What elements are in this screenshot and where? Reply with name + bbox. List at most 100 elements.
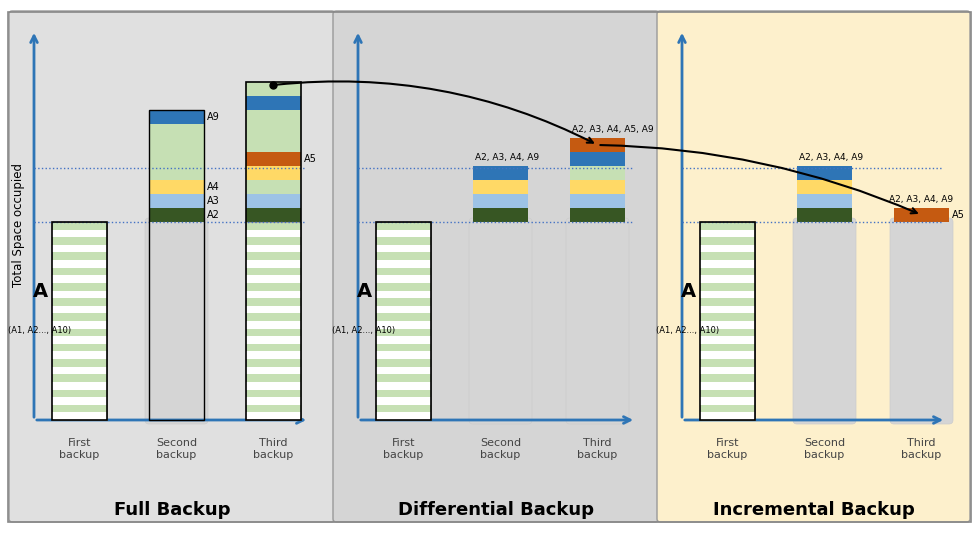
- Bar: [569, 180, 624, 194]
- Bar: [796, 194, 851, 208]
- Text: Third
backup: Third backup: [577, 438, 617, 459]
- Bar: [699, 222, 754, 420]
- Bar: [376, 260, 430, 268]
- Bar: [245, 124, 300, 138]
- Text: (A1, A2..., A10): (A1, A2..., A10): [333, 326, 395, 335]
- Text: A: A: [32, 282, 48, 301]
- Bar: [569, 138, 624, 152]
- Bar: [149, 138, 203, 152]
- Text: Second
backup: Second backup: [803, 438, 844, 459]
- Bar: [796, 208, 851, 222]
- Bar: [149, 180, 203, 194]
- Bar: [699, 275, 754, 283]
- Bar: [245, 413, 300, 420]
- Bar: [376, 245, 430, 252]
- Bar: [569, 208, 624, 222]
- Text: (A1, A2..., A10): (A1, A2..., A10): [9, 326, 71, 335]
- Text: First
backup: First backup: [707, 438, 747, 459]
- Bar: [149, 194, 203, 208]
- Bar: [376, 367, 430, 374]
- Bar: [376, 352, 430, 359]
- Bar: [52, 222, 107, 420]
- FancyBboxPatch shape: [145, 218, 207, 424]
- Bar: [245, 397, 300, 405]
- Bar: [245, 82, 300, 420]
- Text: Third
backup: Third backup: [253, 438, 293, 459]
- Bar: [245, 208, 300, 222]
- FancyBboxPatch shape: [792, 218, 855, 424]
- Bar: [796, 166, 851, 180]
- Bar: [149, 110, 203, 420]
- Bar: [893, 208, 948, 222]
- FancyBboxPatch shape: [333, 11, 658, 522]
- Bar: [52, 321, 107, 329]
- Bar: [245, 290, 300, 298]
- Bar: [52, 413, 107, 420]
- Bar: [245, 222, 300, 420]
- Bar: [52, 245, 107, 252]
- Bar: [52, 336, 107, 344]
- Bar: [376, 397, 430, 405]
- Bar: [699, 290, 754, 298]
- Bar: [699, 245, 754, 252]
- Bar: [52, 306, 107, 313]
- Text: A5: A5: [304, 154, 317, 164]
- Bar: [245, 260, 300, 268]
- Text: (A1, A2..., A10): (A1, A2..., A10): [656, 326, 719, 335]
- Bar: [569, 166, 624, 180]
- Bar: [376, 321, 430, 329]
- Bar: [245, 96, 300, 110]
- Bar: [699, 306, 754, 313]
- Bar: [149, 124, 203, 138]
- Bar: [699, 260, 754, 268]
- Text: A2, A3, A4, A9: A2, A3, A4, A9: [798, 153, 863, 162]
- Bar: [472, 166, 527, 180]
- Bar: [699, 367, 754, 374]
- Text: First
backup: First backup: [383, 438, 423, 459]
- Text: A9: A9: [206, 112, 219, 122]
- Text: Second
backup: Second backup: [479, 438, 520, 459]
- Bar: [376, 222, 430, 420]
- Bar: [245, 382, 300, 390]
- FancyBboxPatch shape: [889, 218, 952, 424]
- Bar: [245, 229, 300, 237]
- Bar: [699, 352, 754, 359]
- Text: A: A: [356, 282, 372, 301]
- Text: First
backup: First backup: [60, 438, 100, 459]
- Text: A2, A3, A4, A5, A9: A2, A3, A4, A5, A9: [571, 125, 653, 134]
- Text: A2, A3, A4, A9: A2, A3, A4, A9: [888, 195, 953, 204]
- FancyBboxPatch shape: [9, 11, 334, 522]
- Bar: [52, 352, 107, 359]
- Text: A5: A5: [951, 210, 964, 220]
- Bar: [52, 290, 107, 298]
- Text: A3: A3: [206, 196, 219, 206]
- Bar: [52, 397, 107, 405]
- Bar: [245, 321, 300, 329]
- Bar: [52, 367, 107, 374]
- Bar: [699, 336, 754, 344]
- Bar: [245, 82, 300, 96]
- Bar: [376, 306, 430, 313]
- Text: Total Space occupied: Total Space occupied: [13, 163, 25, 287]
- Text: Incremental Backup: Incremental Backup: [712, 501, 913, 519]
- Bar: [245, 166, 300, 180]
- Bar: [699, 397, 754, 405]
- Bar: [376, 275, 430, 283]
- Text: A2, A3, A4, A9: A2, A3, A4, A9: [474, 153, 539, 162]
- FancyBboxPatch shape: [656, 11, 969, 522]
- Bar: [245, 180, 300, 194]
- Bar: [376, 413, 430, 420]
- Bar: [52, 382, 107, 390]
- Bar: [245, 336, 300, 344]
- Bar: [699, 413, 754, 420]
- Bar: [699, 321, 754, 329]
- Bar: [376, 229, 430, 237]
- Text: Third
backup: Third backup: [901, 438, 941, 459]
- Bar: [699, 222, 754, 420]
- Bar: [245, 275, 300, 283]
- Bar: [569, 152, 624, 166]
- Bar: [569, 194, 624, 208]
- Bar: [245, 194, 300, 208]
- Bar: [245, 138, 300, 152]
- FancyBboxPatch shape: [468, 218, 531, 424]
